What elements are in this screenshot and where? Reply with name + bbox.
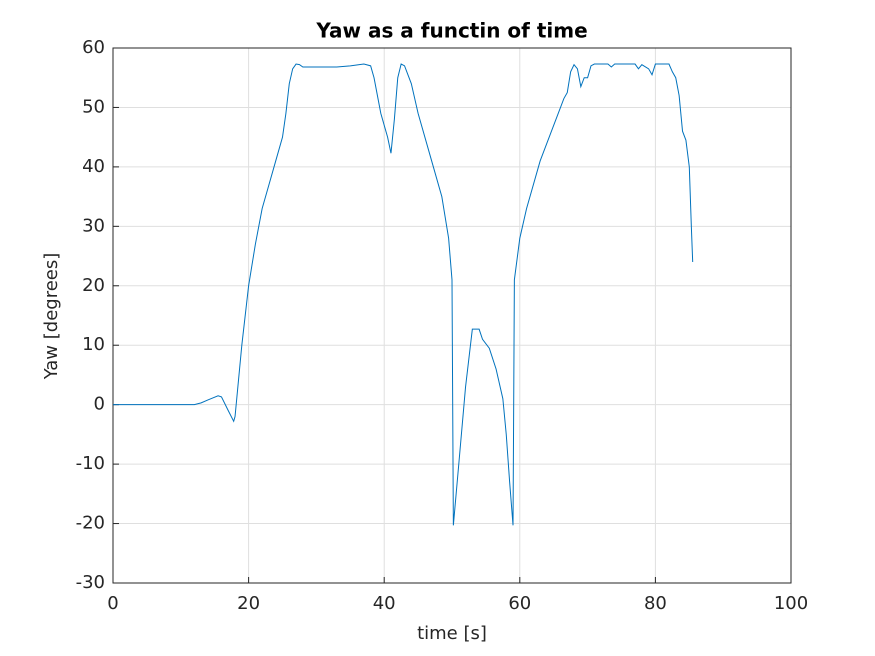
y-tick-label: -20 — [76, 513, 105, 534]
data-line — [113, 63, 694, 526]
y-tick-label: 10 — [82, 334, 105, 355]
y-axis-label: Yaw [degrees] — [41, 253, 62, 381]
y-tick-label: 20 — [82, 275, 105, 296]
y-tick-label: -30 — [76, 572, 105, 593]
x-tick-label: 60 — [508, 593, 531, 614]
y-tick-label: 50 — [82, 96, 105, 117]
x-tick-label: 0 — [107, 593, 118, 614]
x-tick-label: 20 — [237, 593, 260, 614]
x-tick-label: 40 — [373, 593, 396, 614]
y-tick-label: 0 — [94, 394, 105, 415]
x-axis-label: time [s] — [417, 623, 487, 644]
axes-box — [112, 47, 792, 584]
x-tick-label: 100 — [774, 593, 808, 614]
y-tick-label: 30 — [82, 215, 105, 236]
y-tick-label: -10 — [76, 453, 105, 474]
chart-title: Yaw as a functin of time — [315, 19, 587, 43]
y-tick-label: 60 — [82, 37, 105, 58]
x-tick-label: 80 — [644, 593, 667, 614]
y-tick-label: 40 — [82, 156, 105, 177]
